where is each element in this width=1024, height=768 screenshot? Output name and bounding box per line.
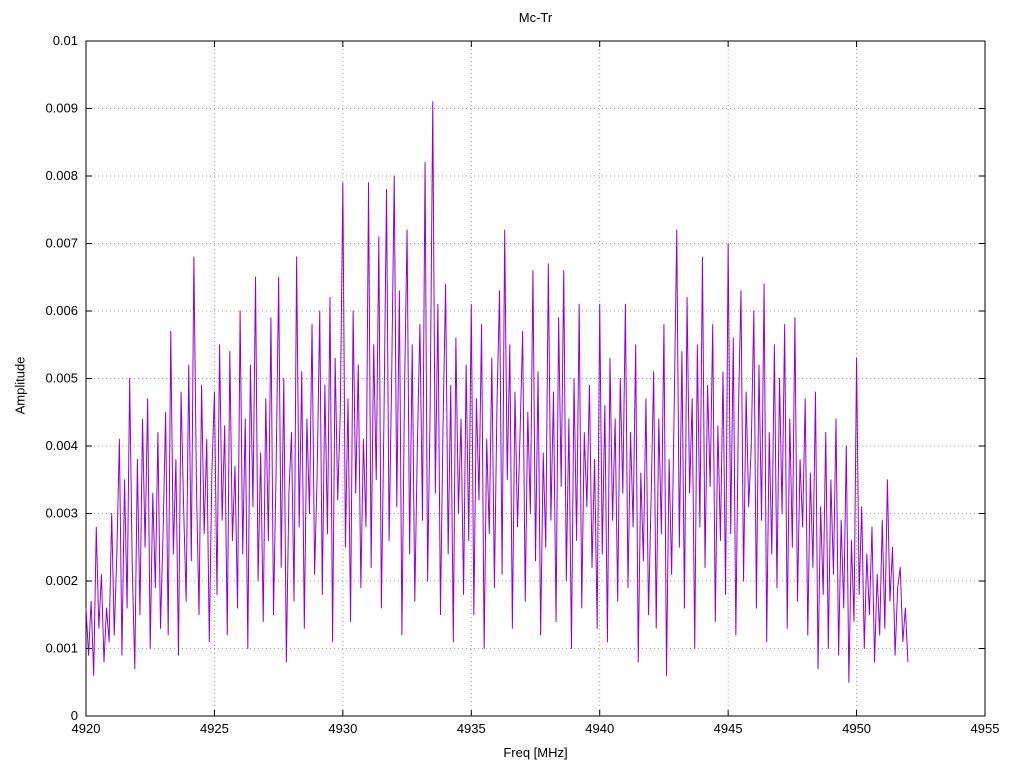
x-tick-label: 4930 (328, 721, 357, 736)
y-tick-label: 0.001 (45, 641, 78, 656)
y-tick-label: 0.006 (45, 303, 78, 318)
y-tick-label: 0.002 (45, 573, 78, 588)
x-tick-label: 4945 (714, 721, 743, 736)
y-tick-label: 0.004 (45, 438, 78, 453)
x-axis-label: Freq [MHz] (503, 745, 568, 760)
y-tick-label: 0 (71, 708, 78, 723)
y-tick-label: 0.009 (45, 101, 78, 116)
x-tick-label: 4955 (971, 721, 1000, 736)
x-tick-label: 4940 (585, 721, 614, 736)
y-tick-label: 0.003 (45, 506, 78, 521)
x-tick-label: 4925 (200, 721, 229, 736)
y-tick-label: 0.007 (45, 236, 78, 251)
y-tick-label: 0.01 (53, 33, 78, 48)
y-tick-label: 0.005 (45, 371, 78, 386)
signal-trace (85, 101, 909, 683)
chart-title: Mc-Tr (518, 10, 553, 25)
x-tick-label: 4935 (457, 721, 486, 736)
x-tick-label: 4950 (842, 721, 871, 736)
y-axis-label: Amplitude (12, 356, 28, 415)
y-tick-label: 0.008 (45, 168, 78, 183)
x-tick-label: 4920 (72, 721, 101, 736)
